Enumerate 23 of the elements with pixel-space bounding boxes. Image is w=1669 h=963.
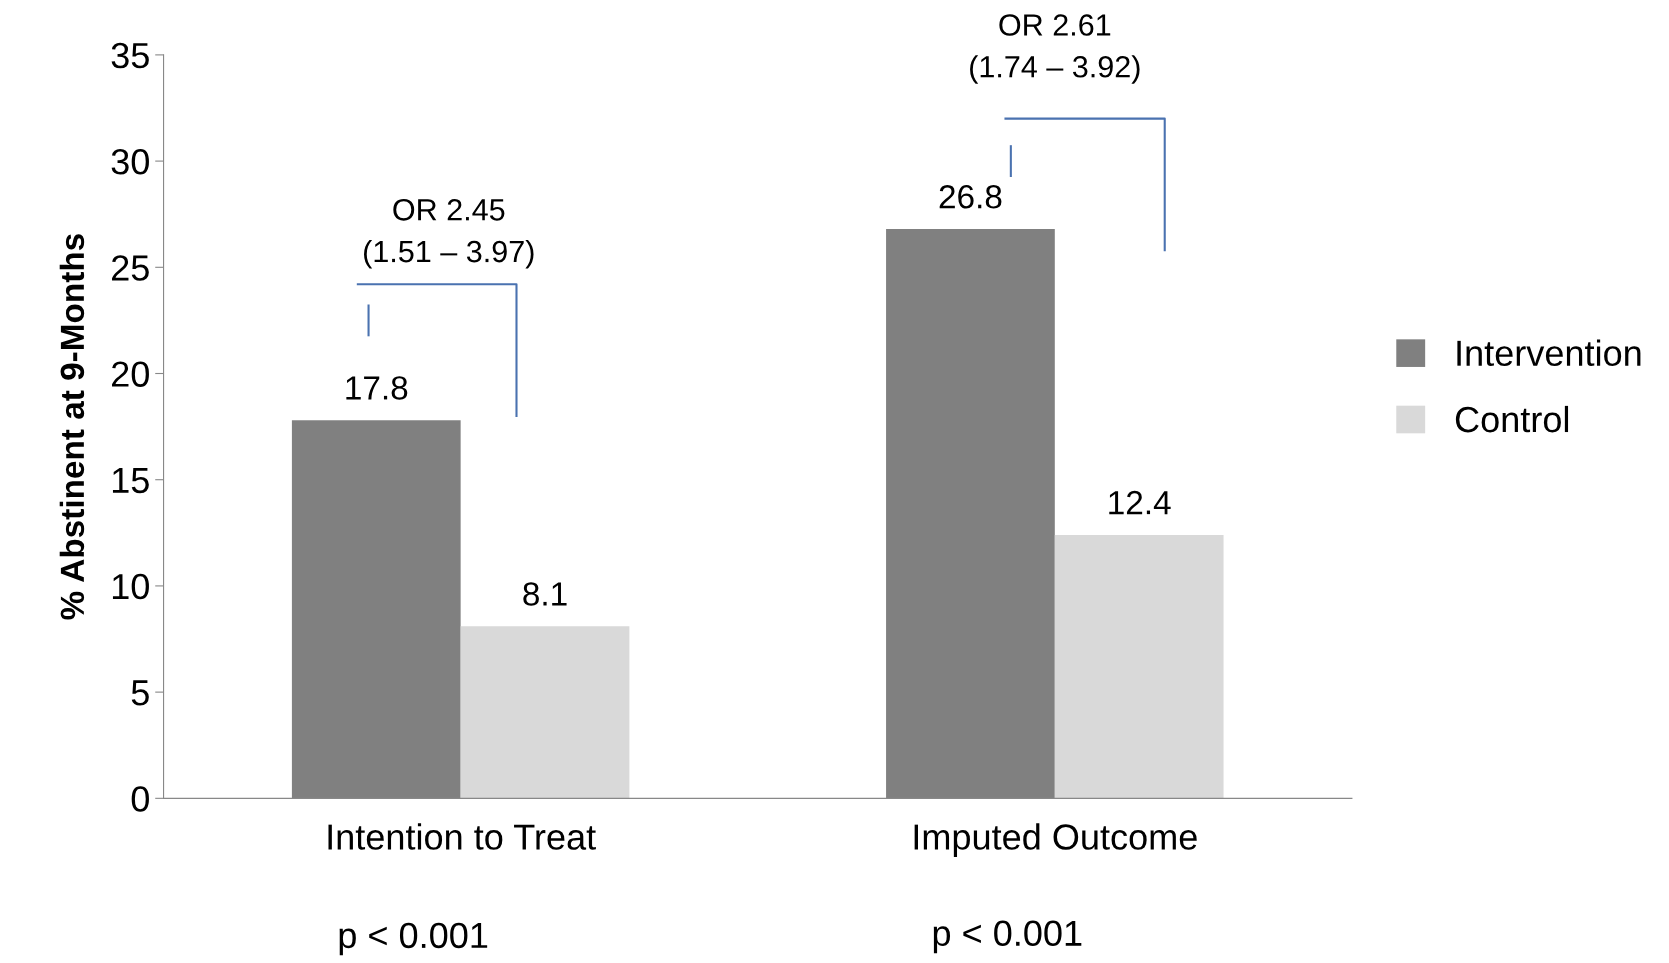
text: p < 0.001 (933, 920, 1082, 954)
text: p < 0.001 (339, 922, 488, 956)
legend-label: Intervention (1457, 339, 1641, 367)
y-axis-title: % Abstinent at 9-Months (59, 234, 85, 620)
y-tick-label: 25 (112, 255, 149, 281)
x-tick-label: Imputed Outcome (914, 823, 1197, 857)
y-tick-label: 0 (131, 786, 149, 812)
bar (1054, 534, 1224, 799)
y-tick-label: 5 (131, 680, 149, 706)
bar (460, 626, 630, 799)
y-tick-label: 20 (112, 361, 149, 387)
data-label: 8.1 (523, 582, 567, 606)
y-tick-label: 35 (111, 42, 149, 69)
data-label: 12.4 (1109, 490, 1171, 515)
annotation: OR 2.61 (1.74 – 3.92) (970, 14, 1140, 84)
data-label: 17.8 (346, 376, 408, 400)
x-tick-label: Intention to Treat (328, 823, 596, 850)
annotation: OR 2.45 (1.51 – 3.97) (364, 199, 534, 269)
data-label: 26.8 (939, 184, 1002, 209)
legend-label: Control (1455, 405, 1569, 433)
y-tick-label: 10 (112, 573, 149, 600)
y-tick-label: 30 (111, 148, 149, 175)
y-tick-label: 15 (112, 467, 149, 494)
